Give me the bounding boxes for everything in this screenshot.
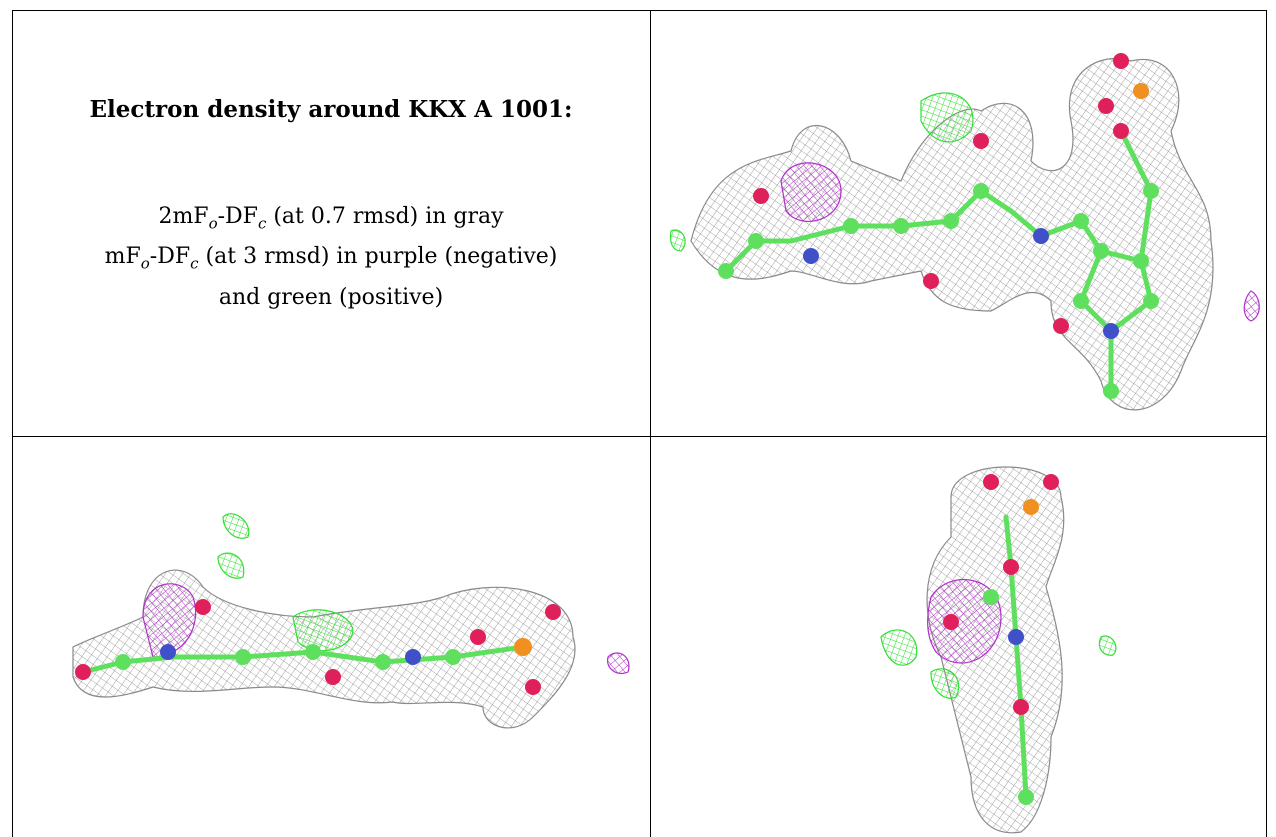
caption-description: 2mFo-DFc (at 0.7 rmsd) in gray mFo-DFc (… xyxy=(12,200,650,314)
table-right-border xyxy=(1266,10,1267,837)
density-image-top-right xyxy=(669,53,1260,411)
density-view-bottom-left xyxy=(13,437,650,837)
green-positive-density xyxy=(930,668,960,699)
gray-density-mesh xyxy=(926,466,1065,834)
table-left-border xyxy=(12,10,13,837)
gray-density-mesh xyxy=(690,57,1214,411)
caption-title: Electron density around KKX A 1001: xyxy=(89,96,573,123)
table-middle-row-border xyxy=(12,436,1267,437)
green-positive-density xyxy=(217,552,245,579)
green-positive-density xyxy=(880,629,918,666)
caption-line-gray: 2mFo-DFc (at 0.7 rmsd) in gray xyxy=(158,204,504,233)
ligand-atoms xyxy=(718,53,1159,399)
caption-cell: Electron density around KKX A 1001: 2mFo… xyxy=(12,10,650,435)
figure-table: Electron density around KKX A 1001: 2mFo… xyxy=(12,10,1267,837)
ligand-atoms xyxy=(943,474,1059,805)
purple-negative-density xyxy=(927,579,1002,664)
green-positive-density xyxy=(669,229,686,252)
caption-line-green: and green (positive) xyxy=(218,284,444,310)
purple-negative-density xyxy=(1243,290,1260,322)
green-positive-density xyxy=(1098,635,1117,656)
ligand-atoms xyxy=(75,599,561,695)
density-image-bottom-left xyxy=(72,513,630,729)
green-positive-density xyxy=(222,513,250,539)
ligand-bonds xyxy=(1003,514,1029,800)
caption-line-diff: mFo-DFc (at 3 rmsd) in purple (negative) xyxy=(104,244,558,273)
density-view-bottom-right xyxy=(651,437,1266,837)
density-view-top-right xyxy=(651,11,1266,436)
density-image-bottom-right xyxy=(880,466,1117,834)
table-top-border xyxy=(12,10,1267,11)
purple-negative-density xyxy=(780,162,842,222)
table-middle-border xyxy=(650,10,651,837)
purple-negative-density xyxy=(606,652,630,675)
green-positive-density xyxy=(920,92,974,143)
